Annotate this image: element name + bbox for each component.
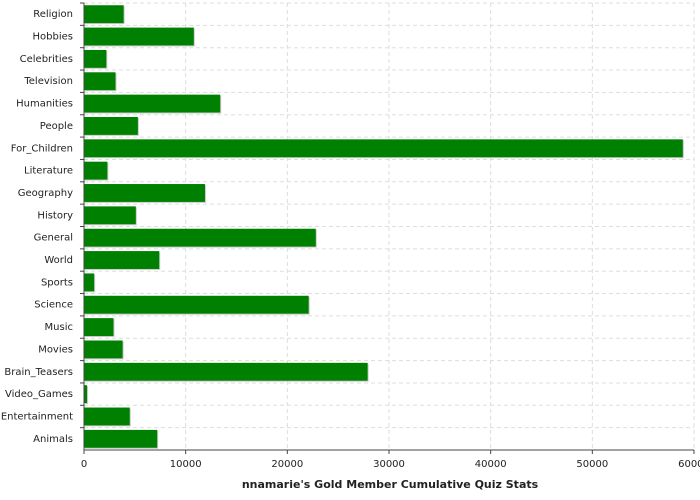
bar [84,407,130,426]
y-tick-label: Humanities [16,99,73,110]
x-tick-label: 40000 [475,459,507,470]
y-tick-label: Geography [18,188,73,199]
bar [84,295,309,314]
bar [84,116,138,135]
bar [84,5,124,24]
y-tick-label: Video_Games [5,389,73,400]
y-tick-label: Celebrities [20,54,73,65]
bar [84,385,88,404]
y-tick-label: Animals [33,434,73,445]
bar [84,251,160,269]
y-tick-label: Sports [41,277,73,288]
x-tick-label: 60000 [678,459,700,470]
x-tick-label: 50000 [576,459,608,470]
bar [84,94,221,113]
x-tick-label: 30000 [373,459,405,470]
y-tick-label: Television [23,76,73,87]
bar [84,27,194,46]
y-tick-label: Movies [38,344,73,355]
bar [84,318,114,337]
bar [84,206,136,225]
y-tick-label: Music [45,322,73,333]
bar [84,273,95,292]
y-tick-label: People [40,121,73,132]
y-tick-label: World [44,255,73,266]
y-tick-label: Entertainment [1,411,73,422]
y-tick-label: General [34,233,73,244]
bar [84,340,123,359]
y-tick-label: Religion [33,9,73,20]
bar [84,161,108,180]
y-tick-label: Science [34,300,73,311]
y-tick-label: Literature [24,166,73,177]
bar [84,429,158,448]
bar [84,362,368,381]
x-tick-label: 10000 [170,459,202,470]
x-tick-label: 0 [81,459,87,470]
bar [84,72,116,91]
y-tick-label: History [37,210,73,221]
bar [84,184,205,202]
x-axis-label: nnamarie's Gold Member Cumulative Quiz S… [242,478,539,491]
y-tick-label: Hobbies [33,32,73,43]
bar [84,49,107,68]
y-tick-label: Brain_Teasers [4,367,73,378]
y-tick-label: For_Children [11,143,73,154]
x-tick-label: 20000 [271,459,303,470]
bar [84,139,683,158]
bar [84,228,316,247]
